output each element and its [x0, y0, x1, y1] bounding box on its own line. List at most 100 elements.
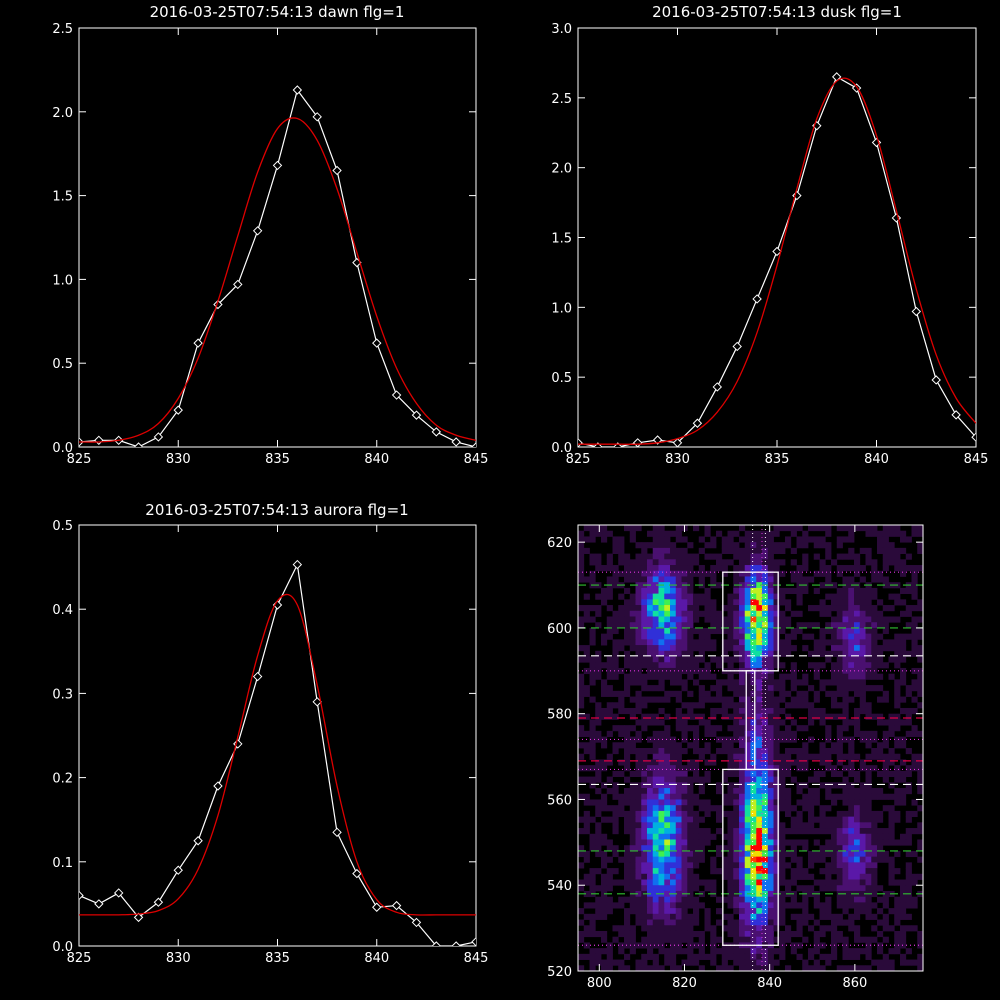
heatmap-cell	[681, 822, 688, 829]
heatmap-cell	[831, 645, 838, 652]
heatmap-cell	[831, 885, 838, 892]
heatmap-cell	[670, 650, 677, 657]
heatmap-cell	[848, 902, 855, 909]
heatmap-cell	[652, 730, 659, 737]
heatmap-cell	[790, 845, 797, 852]
heatmap-cell	[589, 782, 596, 789]
heatmap-cell	[848, 879, 855, 886]
heatmap-cell	[744, 845, 751, 852]
heatmap-cell	[854, 965, 861, 972]
heatmap-cell	[716, 965, 723, 972]
heatmap-cell	[618, 616, 625, 623]
heatmap-cell	[859, 639, 866, 646]
heatmap-cell	[813, 793, 820, 800]
heatmap-cell	[865, 782, 872, 789]
heatmap-cell	[836, 570, 843, 577]
heatmap-cell	[762, 633, 769, 640]
heatmap-cell	[762, 885, 769, 892]
heatmap-cell	[859, 662, 866, 669]
heatmap-cell	[859, 690, 866, 697]
heatmap-cell	[578, 673, 585, 680]
heatmap-cell	[790, 856, 797, 863]
heatmap-cell	[727, 828, 734, 835]
heatmap-cell	[606, 959, 613, 966]
heatmap-cell	[670, 736, 677, 743]
heatmap-cell	[882, 582, 889, 589]
heatmap-cell	[744, 776, 751, 783]
heatmap-cell	[658, 845, 665, 852]
heatmap-cell	[819, 536, 826, 543]
heatmap-cell	[900, 839, 907, 846]
heatmap-cell	[825, 902, 832, 909]
heatmap-cell	[871, 639, 878, 646]
heatmap-cell	[773, 908, 780, 915]
heatmap-cell	[854, 822, 861, 829]
heatmap-cell	[905, 685, 912, 692]
heatmap-cell	[756, 707, 763, 715]
heatmap-cell	[859, 565, 866, 572]
heatmap-cell	[905, 879, 912, 886]
heatmap-cell	[819, 582, 826, 589]
heatmap-cell	[773, 650, 780, 657]
heatmap-cell	[750, 639, 757, 646]
heatmap-cell	[641, 753, 648, 760]
heatmap-cell	[629, 868, 636, 875]
heatmap-cell	[727, 845, 734, 852]
heatmap-cell	[687, 850, 694, 858]
heatmap-cell	[819, 782, 826, 789]
heatmap-cell	[762, 845, 769, 852]
heatmap-cell	[647, 810, 654, 818]
heatmap-cell	[739, 799, 746, 806]
heatmap-cell	[848, 850, 855, 858]
heatmap-cell	[664, 862, 671, 869]
heatmap-cell	[629, 799, 636, 806]
heatmap-cell	[721, 913, 728, 920]
heatmap-cell	[762, 605, 769, 612]
heatmap-cell	[762, 593, 769, 600]
heatmap-cell	[802, 799, 809, 806]
heatmap-cell	[641, 965, 648, 972]
heatmap-cell	[698, 627, 705, 635]
heatmap-cell	[687, 816, 694, 823]
heatmap-cell	[670, 759, 677, 766]
heatmap-cell	[681, 833, 688, 840]
heatmap-cell	[675, 856, 682, 863]
heatmap-cell	[750, 828, 757, 835]
heatmap-cell	[704, 667, 711, 675]
heatmap-cell	[664, 639, 671, 646]
heatmap-cell	[744, 559, 751, 566]
heatmap-cell	[687, 582, 694, 589]
heatmap-cell	[733, 793, 740, 800]
heatmap-cell	[808, 776, 815, 783]
heatmap-cell	[624, 908, 631, 915]
heatmap-cell	[762, 930, 769, 938]
heatmap-cell	[750, 850, 757, 858]
heatmap-cell	[911, 525, 918, 532]
heatmap-cell	[624, 810, 631, 818]
heatmap-cell	[796, 570, 803, 577]
heatmap-cell	[750, 702, 757, 709]
heatmap-cell	[664, 890, 671, 898]
heatmap-cell	[658, 936, 665, 943]
heatmap-cell	[641, 542, 648, 549]
heatmap-cell	[698, 902, 705, 909]
heatmap-cell	[583, 776, 590, 783]
heatmap-cell	[652, 868, 659, 875]
heatmap-cell	[635, 730, 642, 737]
heatmap-cell	[578, 570, 585, 577]
heatmap-cell	[756, 679, 763, 686]
heatmap-cell	[647, 908, 654, 915]
heatmap-cell	[733, 828, 740, 835]
heatmap-cell	[647, 719, 654, 726]
heatmap-cell	[871, 868, 878, 875]
heatmap-cell	[727, 965, 734, 972]
heatmap-cell	[612, 713, 619, 720]
heatmap-cell	[589, 696, 596, 703]
heatmap-cell	[865, 862, 872, 869]
data-point-marker	[752, 294, 762, 304]
heatmap-cell	[894, 742, 901, 749]
heatmap-cell	[848, 788, 855, 795]
heatmap-cell	[652, 828, 659, 835]
heatmap-cell	[854, 690, 861, 697]
heatmap-cell	[687, 707, 694, 715]
